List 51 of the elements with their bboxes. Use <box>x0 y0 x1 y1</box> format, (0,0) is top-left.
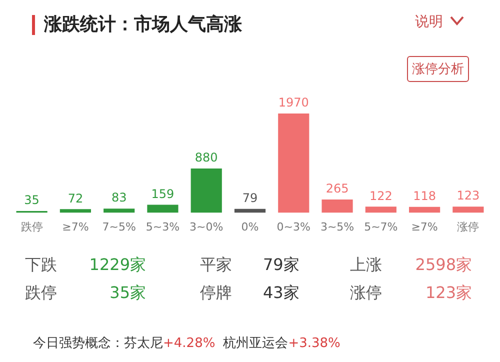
data-label: 83 <box>111 190 127 205</box>
data-label: 880 <box>194 150 218 165</box>
text: 说明 <box>415 13 443 31</box>
text: +3.38% <box>288 336 340 351</box>
x-tick-label: 5~7% <box>364 220 398 234</box>
text: 涨停 <box>350 283 382 304</box>
x-tick-label: 5~3% <box>146 220 180 234</box>
data-label: 79 <box>242 190 258 205</box>
bar <box>190 168 222 213</box>
text: 上涨 <box>350 255 382 276</box>
bar <box>322 199 353 213</box>
x-tick-label: 0~3% <box>276 220 310 234</box>
data-label: 159 <box>151 186 174 201</box>
text: 停牌 <box>200 283 232 304</box>
x-tick-label: 跌停 <box>20 220 43 234</box>
x-tick-label: 3~0% <box>190 220 224 234</box>
data-label: 122 <box>369 188 392 203</box>
x-tick-label: 7~5% <box>102 220 136 234</box>
x-tick-label: 0% <box>241 220 259 234</box>
text: +4.28% <box>163 336 216 351</box>
data-label: 118 <box>413 188 436 203</box>
text: 79家 <box>263 255 300 276</box>
x-tick-label: ≥7% <box>62 220 89 234</box>
text: 下跌 <box>25 255 57 276</box>
bar <box>104 208 135 213</box>
bar <box>278 114 310 213</box>
bar <box>452 206 484 213</box>
text: 今日强势概念： <box>33 336 124 351</box>
text: 2598家 <box>415 255 472 276</box>
data-label: 123 <box>456 188 480 203</box>
data-label: 265 <box>326 182 349 196</box>
text: 杭州亚运会 <box>223 336 288 351</box>
text: 43家 <box>263 283 300 304</box>
data-label: 72 <box>68 191 84 206</box>
text: 平家 <box>200 255 232 276</box>
bar <box>365 206 396 213</box>
text: 芬太尼 <box>124 336 163 351</box>
text: 35家 <box>110 283 146 304</box>
data-label: 35 <box>24 193 40 208</box>
chart-title: 涨跌统计：市场人气高涨 <box>44 13 242 36</box>
bar <box>409 206 440 213</box>
text: 跌停 <box>25 283 57 304</box>
x-tick-label: 涨停 <box>457 220 480 234</box>
x-tick-label: 3~5% <box>320 220 354 234</box>
x-tick-label: ≥7% <box>411 220 438 234</box>
text: 1229家 <box>89 255 146 276</box>
text: 涨停分析 <box>407 56 469 82</box>
data-label: 1970 <box>278 96 309 110</box>
bar <box>60 209 91 213</box>
bar <box>147 204 178 213</box>
text: 123家 <box>425 283 472 304</box>
